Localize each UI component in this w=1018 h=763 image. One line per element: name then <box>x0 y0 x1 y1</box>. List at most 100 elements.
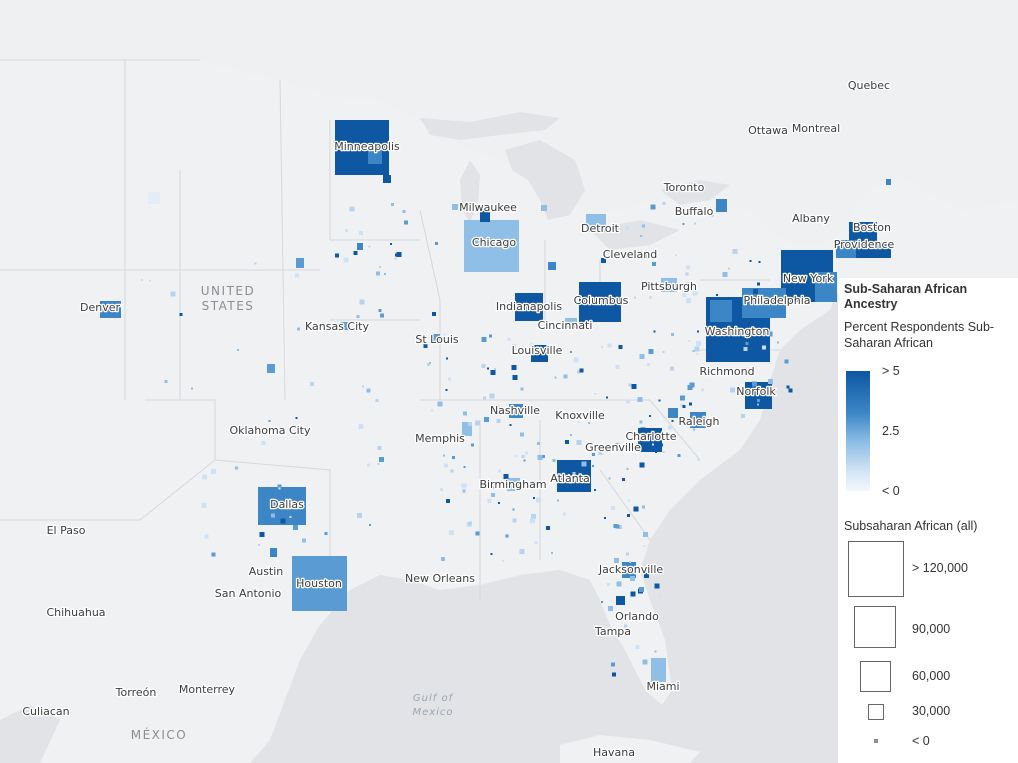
county-dot[interactable] <box>727 267 730 270</box>
county-dot[interactable] <box>569 480 573 484</box>
county-dot[interactable] <box>440 557 445 561</box>
county-dot[interactable] <box>391 203 394 207</box>
county-dot[interactable] <box>295 273 299 278</box>
county-dot[interactable] <box>601 600 604 603</box>
county-dot[interactable] <box>722 272 728 278</box>
county-dot[interactable] <box>164 379 168 383</box>
county-dot[interactable] <box>450 469 454 473</box>
county-dot[interactable] <box>608 606 614 611</box>
county-dot[interactable] <box>685 272 689 276</box>
county-dot[interactable] <box>749 260 752 263</box>
county-dot[interactable] <box>462 411 467 416</box>
county-dot[interactable] <box>649 415 652 418</box>
county-dot[interactable] <box>536 346 540 350</box>
county-dot[interactable] <box>620 449 623 452</box>
county-dot[interactable] <box>761 345 766 350</box>
county-dot[interactable] <box>530 513 536 519</box>
county-dot[interactable] <box>627 499 630 502</box>
county-dot[interactable] <box>700 388 704 392</box>
county-dot[interactable] <box>495 404 501 410</box>
county-dot[interactable] <box>686 282 690 286</box>
county-dot[interactable] <box>568 473 571 476</box>
county-dot[interactable] <box>743 347 748 352</box>
county-dot[interactable] <box>639 353 645 359</box>
county-dot[interactable] <box>624 624 628 628</box>
county-dot[interactable] <box>563 512 567 516</box>
county-dot[interactable] <box>258 544 261 546</box>
county-dot[interactable] <box>757 398 760 402</box>
county-dot[interactable] <box>503 474 509 480</box>
county-dot[interactable] <box>573 475 579 481</box>
county-dot[interactable] <box>481 363 486 368</box>
county-dot[interactable] <box>556 499 559 502</box>
county-dot[interactable] <box>679 395 685 401</box>
county-dot[interactable] <box>383 272 386 275</box>
county-dot[interactable] <box>490 370 496 375</box>
symbol-county[interactable] <box>296 258 304 268</box>
county-dot[interactable] <box>345 229 348 233</box>
county-dot[interactable] <box>633 506 639 512</box>
county-dot[interactable] <box>448 377 451 381</box>
county-dot[interactable] <box>521 455 525 458</box>
county-dot[interactable] <box>353 251 358 256</box>
county-dot[interactable] <box>696 353 699 356</box>
county-dot[interactable] <box>611 506 615 510</box>
county-dot[interactable] <box>170 291 176 297</box>
county-dot[interactable] <box>149 280 152 283</box>
county-dot[interactable] <box>565 440 570 445</box>
county-dot[interactable] <box>653 330 656 333</box>
symbol-houston[interactable] <box>292 556 347 611</box>
county-dot[interactable] <box>468 521 473 526</box>
county-dot[interactable] <box>573 357 579 363</box>
county-dot[interactable] <box>654 583 660 589</box>
county-dot[interactable] <box>753 330 757 334</box>
county-dot[interactable] <box>378 309 382 312</box>
county-dot[interactable] <box>668 425 673 430</box>
county-dot[interactable] <box>507 337 511 341</box>
county-dot[interactable] <box>403 220 408 225</box>
county-dot[interactable] <box>628 383 632 387</box>
county-dot[interactable] <box>637 397 643 402</box>
county-dot[interactable] <box>598 450 603 455</box>
county-dot[interactable] <box>335 253 340 258</box>
county-dot[interactable] <box>654 450 657 453</box>
county-dot[interactable] <box>475 531 480 536</box>
symbol-county[interactable] <box>886 179 891 185</box>
county-dot[interactable] <box>715 293 718 296</box>
county-dot[interactable] <box>505 534 509 538</box>
county-dot[interactable] <box>659 443 663 447</box>
county-dot[interactable] <box>658 594 661 597</box>
county-dot[interactable] <box>437 401 443 407</box>
symbol-county[interactable] <box>815 272 837 302</box>
county-dot[interactable] <box>642 224 646 228</box>
county-dot[interactable] <box>788 388 793 393</box>
county-dot[interactable] <box>687 384 693 390</box>
county-dot[interactable] <box>784 359 789 364</box>
county-dot[interactable] <box>764 389 768 393</box>
county-dot[interactable] <box>210 468 216 474</box>
symbol-county[interactable] <box>383 175 391 183</box>
county-dot[interactable] <box>682 223 685 225</box>
county-dot[interactable] <box>624 225 629 230</box>
county-dot[interactable] <box>423 343 428 348</box>
county-dot[interactable] <box>786 385 790 389</box>
symbol-minneapolis-inner[interactable] <box>368 150 382 164</box>
county-dot[interactable] <box>211 552 216 557</box>
county-dot[interactable] <box>682 404 686 408</box>
county-dot[interactable] <box>530 518 536 524</box>
county-dot[interactable] <box>641 505 645 509</box>
county-dot[interactable] <box>662 201 666 205</box>
county-dot[interactable] <box>662 451 665 454</box>
county-dot[interactable] <box>682 292 687 297</box>
county-dot[interactable] <box>204 534 209 539</box>
county-dot[interactable] <box>359 324 362 327</box>
symbol-raleigh[interactable] <box>690 412 706 428</box>
county-dot[interactable] <box>509 423 512 426</box>
county-dot[interactable] <box>756 403 759 406</box>
county-dot[interactable] <box>368 245 371 248</box>
county-dot[interactable] <box>697 330 700 333</box>
county-dot[interactable] <box>292 525 298 530</box>
county-dot[interactable] <box>379 456 384 462</box>
county-dot[interactable] <box>652 443 655 446</box>
county-dot[interactable] <box>440 488 443 492</box>
